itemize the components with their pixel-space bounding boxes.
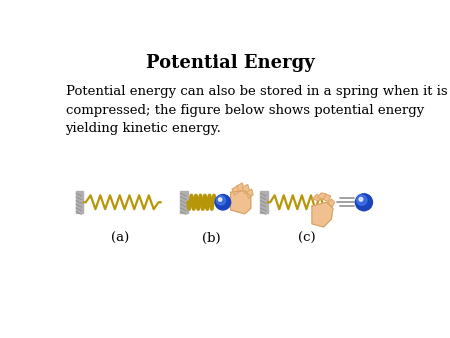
Polygon shape (317, 193, 326, 199)
Bar (180, 192, 188, 213)
Polygon shape (242, 185, 249, 194)
Circle shape (356, 194, 373, 211)
Polygon shape (313, 195, 321, 201)
Polygon shape (232, 186, 239, 195)
Bar (260, 192, 268, 213)
Polygon shape (323, 195, 331, 201)
Text: (a): (a) (111, 232, 129, 244)
Polygon shape (237, 183, 244, 192)
Text: Potential Energy: Potential Energy (146, 54, 315, 72)
Bar (76, 192, 83, 213)
Polygon shape (230, 191, 251, 214)
Circle shape (216, 196, 225, 205)
Circle shape (357, 195, 367, 205)
Text: (b): (b) (202, 232, 220, 244)
Polygon shape (312, 202, 333, 227)
Text: (c): (c) (298, 232, 315, 244)
Circle shape (218, 198, 222, 201)
Circle shape (359, 197, 363, 201)
Circle shape (215, 195, 230, 210)
Text: Potential energy can also be stored in a spring when it is
compressed; the figur: Potential energy can also be stored in a… (66, 85, 447, 135)
Polygon shape (328, 199, 334, 207)
Polygon shape (246, 189, 253, 198)
